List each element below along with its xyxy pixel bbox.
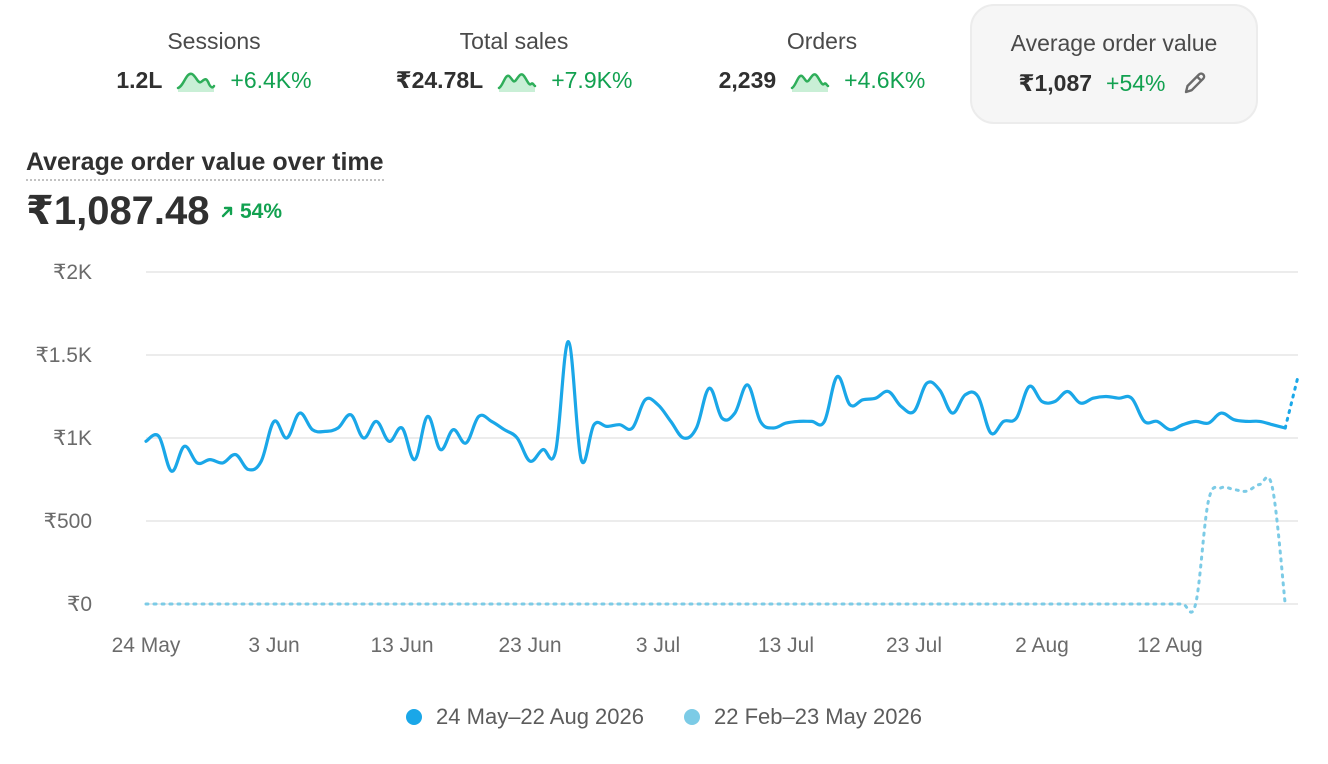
x-tick-label: 24 May [112, 634, 181, 657]
series-line-current[interactable] [144, 340, 1287, 473]
y-tick-label: ₹0 [67, 593, 92, 616]
arrow-up-right-icon [221, 206, 233, 218]
pencil-icon[interactable] [1180, 68, 1210, 98]
x-tick-label: 3 Jul [636, 634, 680, 657]
metric-row: ₹1,087 +54% [972, 68, 1256, 98]
sparkline-icon [790, 73, 830, 92]
x-tick-label: 2 Aug [1015, 634, 1069, 657]
x-tick-label: 23 Jun [498, 634, 561, 657]
legend-dot [684, 709, 700, 725]
legend-item-previous[interactable]: 22 Feb–23 May 2026 [684, 704, 922, 730]
line-chart[interactable]: ₹0 ₹500 ₹1K ₹1.5K ₹2K 24 May 3 Jun 13 Jun 23 Jun… [0, 250, 1328, 670]
chart-total-value: ₹1,087.48 [26, 189, 210, 233]
metric-change: +7.9K% [551, 66, 633, 93]
legend-label: 24 May–22 Aug 2026 [436, 704, 644, 729]
metric-label: Sessions [167, 28, 261, 54]
chart-legend: 24 May–22 Aug 2026 22 Feb–23 May 2026 [0, 704, 1328, 730]
metric-value: 2,239 [718, 66, 777, 93]
legend-item-current[interactable]: 24 May–22 Aug 2026 [406, 704, 644, 730]
metric-label: Total sales [459, 28, 569, 54]
metric-average-order-value[interactable]: Average order value ₹1,087 +54% [970, 4, 1258, 124]
x-tick-label: 3 Jun [248, 634, 299, 657]
legend-dot [406, 709, 423, 725]
series-line-current-partial [1283, 375, 1300, 430]
chart-change: 54% [220, 200, 282, 224]
metric-row: ₹24.78L +7.9K% [378, 66, 650, 94]
chart-title[interactable]: Average order value over time [26, 148, 384, 181]
series-line-previous[interactable] [144, 475, 1287, 614]
x-tick-label: 13 Jun [370, 634, 433, 657]
metric-total-sales[interactable]: Total sales ₹24.78L +7.9K% [378, 4, 650, 124]
y-tick-label: ₹1.5K [35, 344, 92, 367]
y-tick-label: ₹1K [53, 427, 92, 450]
x-tick-label: 12 Aug [1137, 634, 1202, 657]
y-tick-label: ₹500 [44, 510, 92, 533]
metric-sessions[interactable]: Sessions 1.2L +6.4K% [104, 4, 324, 124]
metric-row: 2,239 +4.6K% [696, 66, 948, 94]
metric-change: +4.6K% [844, 66, 926, 93]
sparkline-icon [177, 72, 216, 92]
chart-change-value: 54% [240, 200, 283, 223]
legend-label: 22 Feb–23 May 2026 [714, 704, 922, 729]
x-tick-label: 13 Jul [758, 634, 814, 657]
metric-label: Average order value [1010, 30, 1218, 56]
metric-change: +6.4K% [230, 66, 312, 93]
metric-value: ₹1,087 [1018, 69, 1093, 96]
metrics-bar: Sessions 1.2L +6.4K% Total sales ₹24.78L… [0, 0, 1328, 130]
y-tick-label: ₹2K [53, 261, 92, 284]
x-tick-label: 23 Jul [886, 634, 942, 657]
metric-value: ₹24.78L [395, 66, 484, 93]
metric-orders[interactable]: Orders 2,239 +4.6K% [696, 4, 948, 124]
metric-row: 1.2L +6.4K% [104, 66, 324, 94]
metric-value: 1.2L [116, 66, 163, 93]
metric-change: +54% [1106, 69, 1166, 96]
sparkline-icon [497, 73, 537, 92]
metric-label: Orders [786, 28, 858, 54]
